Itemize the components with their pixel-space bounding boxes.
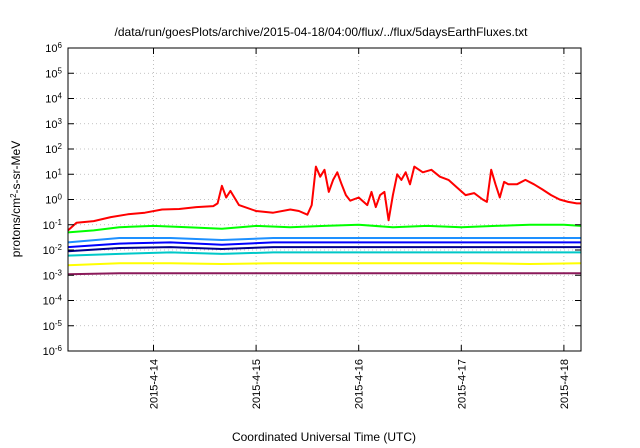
- y-tick-label-base: 10: [43, 220, 55, 232]
- x-tick-labels: 2015-4-14 2015-4-15 2015-4-16 2015-4-17 2015…: [149, 359, 571, 409]
- y-tick-label: 101: [45, 167, 62, 182]
- y-tick-label-exponent: 6: [58, 41, 63, 50]
- y-tick-label: 103: [45, 116, 62, 131]
- y-tick-label: 10-2: [43, 243, 63, 258]
- y-tick-label-exponent: -1: [55, 217, 63, 226]
- chart-title: /data/run/goesPlots/archive/2015-04-18/0…: [115, 25, 529, 39]
- y-tick-label-base: 10: [43, 296, 55, 308]
- x-tick-label: 2015-4-17: [456, 359, 468, 409]
- y-tick-label-exponent: 3: [58, 116, 63, 125]
- y-tick-label-base: 10: [45, 195, 57, 207]
- y-axis-label-sup: 2: [9, 193, 18, 198]
- series-line: [67, 241, 581, 249]
- y-tick-label: 10-5: [43, 318, 63, 333]
- y-tick-label-exponent: -6: [55, 344, 63, 353]
- y-tick-label: 10-1: [43, 217, 63, 232]
- y-tick-label-base: 10: [45, 169, 57, 181]
- y-tick-label: 10-4: [43, 293, 63, 308]
- y-tick-label-exponent: 4: [58, 91, 63, 100]
- x-tick-label: 2015-4-18: [559, 359, 571, 409]
- y-tick-label: 100: [45, 192, 62, 207]
- y-tick-label-base: 10: [45, 68, 57, 80]
- y-tick-label-exponent: 0: [58, 192, 63, 201]
- x-tick-label: 2015-4-15: [251, 359, 263, 409]
- y-tick-label-base: 10: [43, 321, 55, 333]
- series-line: [67, 223, 582, 234]
- y-tick-label: 10-6: [43, 344, 63, 359]
- series-line: [67, 246, 581, 253]
- y-tick-label-base: 10: [45, 43, 57, 55]
- y-tick-label-exponent: -4: [55, 293, 63, 302]
- y-tick-labels: 10-610-510-410-310-210-11001011021031041…: [43, 41, 63, 359]
- y-tick-label: 104: [45, 91, 62, 106]
- x-tick-label: 2015-4-16: [354, 359, 366, 409]
- series-line: [67, 251, 581, 257]
- y-tick-label-base: 10: [43, 245, 55, 257]
- series-line: [67, 262, 582, 267]
- x-tick-label: 2015-4-14: [149, 359, 161, 409]
- y-tick-label-exponent: 2: [58, 142, 63, 151]
- y-tick-label-exponent: 1: [58, 167, 63, 176]
- grid-lines: [68, 48, 581, 351]
- y-tick-label-base: 10: [43, 270, 55, 282]
- series-line: [67, 165, 581, 232]
- y-tick-label: 106: [45, 41, 62, 56]
- y-tick-label-exponent: -5: [55, 318, 63, 327]
- y-tick-label-base: 10: [43, 346, 55, 358]
- y-tick-label: 105: [45, 66, 62, 81]
- y-tick-label: 102: [45, 142, 62, 157]
- y-tick-label-base: 10: [45, 119, 57, 131]
- y-tick-label-base: 10: [45, 94, 57, 106]
- y-tick-label-base: 10: [45, 144, 57, 156]
- series-line: [67, 237, 581, 244]
- axis-ticks: [68, 47, 581, 352]
- y-axis-label-prefix: protons/cm: [9, 198, 23, 257]
- x-axis-label: Coordinated Universal Time (UTC): [232, 430, 416, 444]
- y-tick-label: 10-3: [43, 268, 63, 283]
- y-tick-label-exponent: -2: [55, 243, 63, 252]
- y-axis-label-suffix: -s-sr-MeV: [9, 141, 23, 194]
- y-tick-label-exponent: 5: [58, 66, 63, 75]
- y-tick-label-exponent: -3: [55, 268, 63, 277]
- series-layer: [67, 165, 582, 276]
- y-axis-label: protons/cm2-s-sr-MeV: [9, 141, 24, 257]
- series-line: [67, 272, 581, 276]
